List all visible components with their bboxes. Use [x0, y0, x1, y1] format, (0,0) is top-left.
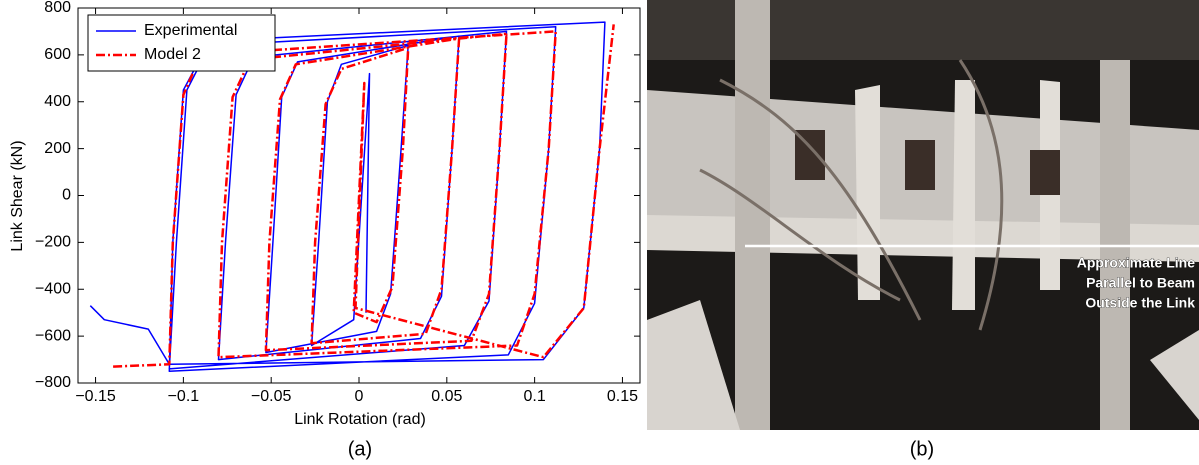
chart: −0.15 −0.1 −0.05 0 0.05 0.1 0.15 −800 −600 −400 −2… [35, 0, 641, 405]
x-tick-label: 0.15 [607, 388, 638, 405]
x-tick-label: 0.1 [524, 388, 546, 405]
y-tick-label: −400 [35, 280, 71, 297]
x-tick-label: −0.15 [75, 388, 116, 405]
caption: (a) [348, 438, 372, 460]
stiffener [952, 80, 975, 310]
legend-box [87, 14, 276, 72]
y-tick-label: 0 [62, 187, 71, 204]
y-tick-label: 800 [44, 0, 71, 16]
brace-left [647, 300, 740, 430]
annotation-line: Parallel to Beam [1086, 275, 1195, 291]
caption: (b) [910, 438, 934, 460]
annotation-line: Approximate Line [1077, 255, 1195, 271]
y-tick-label: −200 [35, 234, 71, 251]
photo-frame-top [647, 0, 1199, 60]
gauge [905, 140, 935, 190]
series-line [113, 24, 615, 368]
photo: Approximate Line Parallel to Beam Outside … [647, 0, 1199, 430]
x-tick-label: −0.1 [168, 388, 200, 405]
y-tick-label: −600 [35, 327, 71, 344]
gauge [1030, 150, 1060, 195]
y-tick-label: −800 [35, 374, 71, 391]
annotation: Approximate Line Parallel to Beam Outside … [1076, 254, 1195, 311]
x-axis-label: Link Rotation (rad) [294, 411, 426, 428]
column-left [735, 0, 770, 430]
legend-label: Model 2 [144, 46, 201, 63]
annotation-line: Outside the Link [1085, 295, 1195, 311]
x-tick-label: −0.05 [251, 388, 292, 405]
x-tick-label: 0 [355, 388, 364, 405]
x-tick-label: 0.05 [431, 388, 462, 405]
wires [699, 59, 1004, 331]
y-tick-label: 200 [44, 140, 71, 157]
stiffener [855, 85, 880, 300]
brace-right [1150, 330, 1199, 420]
y-tick-label: 400 [44, 93, 71, 110]
y-tick-label: 600 [44, 46, 71, 63]
legend-label: Experimental [144, 22, 237, 39]
y-axis-label: Link Shear (kN) [9, 140, 26, 251]
